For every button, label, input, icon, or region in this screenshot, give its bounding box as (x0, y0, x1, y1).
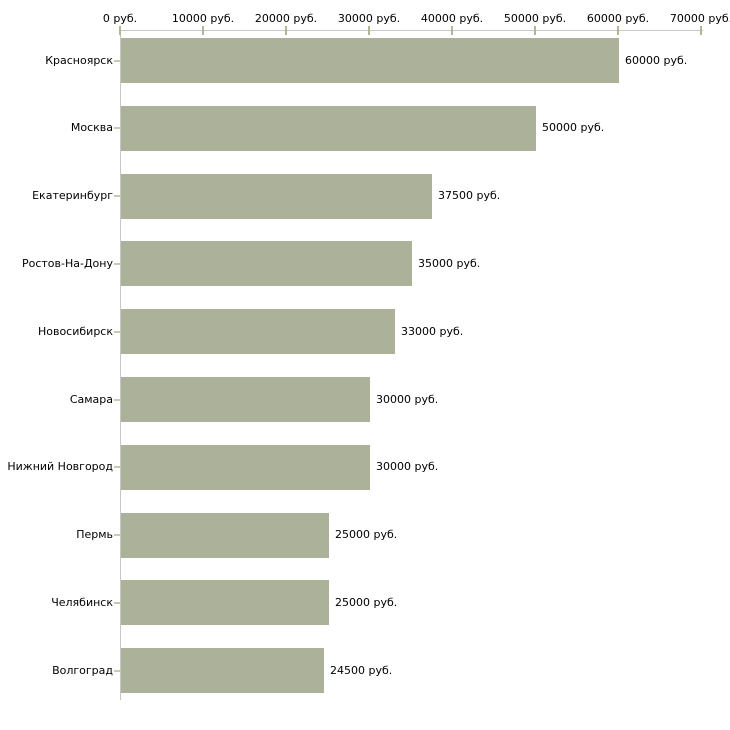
category-label: Москва (70, 121, 113, 134)
x-axis-tick (451, 26, 453, 35)
bar (121, 174, 432, 219)
y-axis-tick (114, 60, 121, 62)
y-axis-tick (114, 331, 121, 333)
x-axis-tick (534, 26, 536, 35)
category-label: Красноярск (45, 54, 113, 67)
y-axis-tick (114, 466, 121, 468)
category-label: Самара (69, 393, 113, 406)
x-axis-tick-label: 20000 руб. (254, 12, 318, 25)
x-axis-tick-label: 70000 руб. (669, 12, 730, 25)
value-label: 37500 руб. (438, 189, 501, 202)
bar (121, 580, 329, 625)
category-label: Екатеринбург (32, 189, 113, 202)
x-axis-tick-label: 40000 руб. (420, 12, 484, 25)
y-axis-tick (114, 195, 121, 197)
x-axis-tick (285, 26, 287, 35)
bar (121, 377, 370, 422)
x-axis-tick-label: 0 руб. (102, 12, 138, 25)
value-label: 25000 руб. (335, 528, 398, 541)
bar (121, 106, 536, 151)
value-label: 35000 руб. (418, 257, 481, 270)
y-axis-tick (114, 127, 121, 129)
bar (121, 38, 619, 83)
category-label: Пермь (76, 528, 113, 541)
bar (121, 648, 324, 693)
x-axis-tick-label: 10000 руб. (171, 12, 235, 25)
y-axis-tick (114, 263, 121, 265)
value-label: 25000 руб. (335, 596, 398, 609)
value-label: 30000 руб. (376, 393, 439, 406)
category-label: Нижний Новгород (7, 460, 113, 473)
y-axis-tick (114, 534, 121, 536)
category-label: Новосибирск (37, 325, 113, 338)
x-axis-tick-label: 50000 руб. (503, 12, 567, 25)
bar (121, 241, 412, 286)
value-label: 50000 руб. (542, 121, 605, 134)
bar (121, 445, 370, 490)
x-axis-tick-label: 30000 руб. (337, 12, 401, 25)
value-label: 33000 руб. (401, 325, 464, 338)
y-axis-tick (114, 670, 121, 672)
value-label: 60000 руб. (625, 54, 688, 67)
y-axis-tick (114, 602, 121, 604)
x-axis-tick (202, 26, 204, 35)
y-axis-line (120, 30, 121, 700)
y-axis-tick (114, 399, 121, 401)
x-axis-tick (368, 26, 370, 35)
x-axis-tick (700, 26, 702, 35)
value-label: 30000 руб. (376, 460, 439, 473)
bar (121, 309, 395, 354)
x-axis-tick (119, 26, 121, 35)
bar (121, 513, 329, 558)
x-axis-tick-label: 60000 руб. (586, 12, 650, 25)
category-label: Волгоград (52, 664, 113, 677)
x-axis-line (120, 30, 703, 31)
category-label: Ростов-На-Дону (21, 257, 113, 270)
category-label: Челябинск (51, 596, 113, 609)
x-axis-tick (617, 26, 619, 35)
value-label: 24500 руб. (330, 664, 393, 677)
